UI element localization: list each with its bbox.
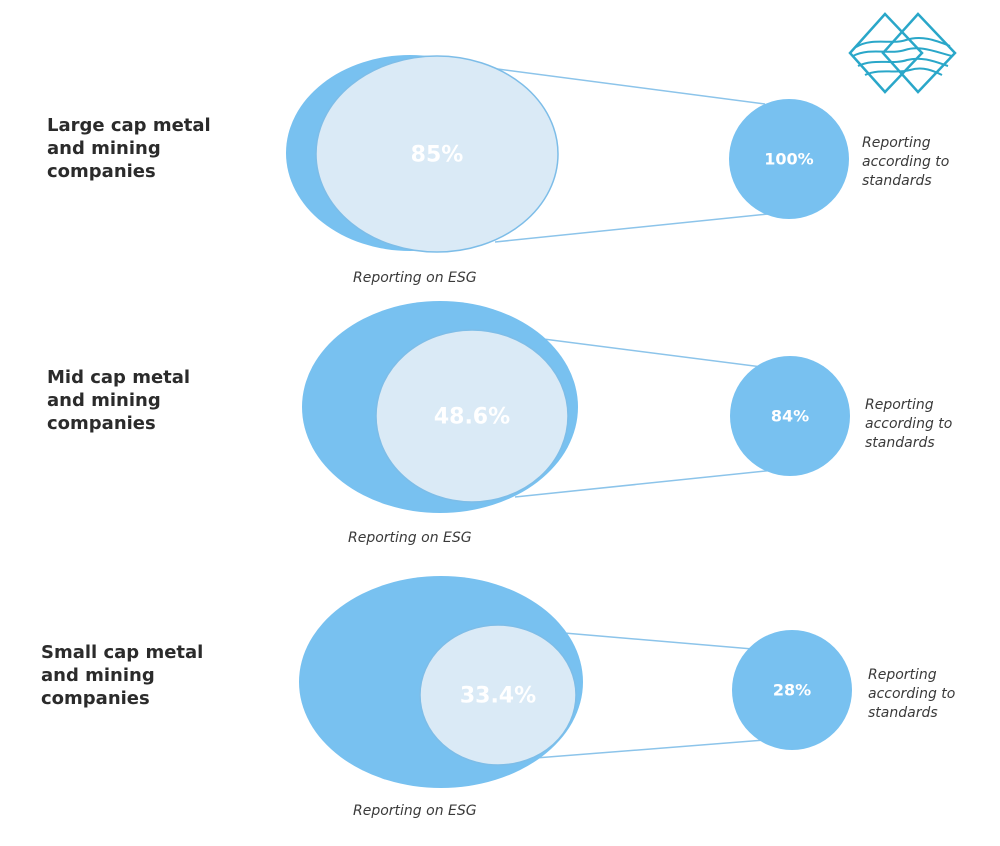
row-mid-cap: 48.6% 84% [302,301,850,513]
standards-value-label: 84% [771,407,809,426]
standards-circle [732,630,852,750]
row-small-cap: 33.4% 28% [299,576,852,788]
connector-line-top [519,335,771,369]
standards-circle [729,99,849,219]
standards-value-label: 100% [764,150,813,169]
esg-inner-ellipse [419,624,577,766]
esg-caption: Reporting on ESG [353,803,477,819]
connector-line-bottom [514,469,776,498]
row-title-large-cap: Large cap metal and mining companies [47,115,211,182]
standards-circle [730,356,850,476]
esg-value-label: 85% [411,143,464,168]
esg-value-label: 48.6% [434,405,510,430]
connector-line-bottom [509,739,766,761]
esg-caption: Reporting on ESG [348,530,472,546]
standards-caption: Reporting according to standards [868,667,956,721]
standards-caption: Reporting according to standards [862,135,950,189]
row-title-mid-cap: Mid cap metal and mining companies [47,367,191,434]
esg-inner-ellipse [315,55,559,253]
esg-value-label: 33.4% [460,684,536,709]
esg-inner-ellipse [375,329,569,503]
standards-value-label: 28% [773,681,811,700]
esg-caption: Reporting on ESG [353,270,477,286]
standards-caption: Reporting according to standards [865,397,953,451]
diamond-logo-icon [848,12,957,94]
connector-line-top [489,67,766,105]
row-title-small-cap: Small cap metal and mining companies [41,642,204,709]
row-large-cap: 85% 100% [286,55,849,253]
connector-line-bottom [494,213,769,243]
